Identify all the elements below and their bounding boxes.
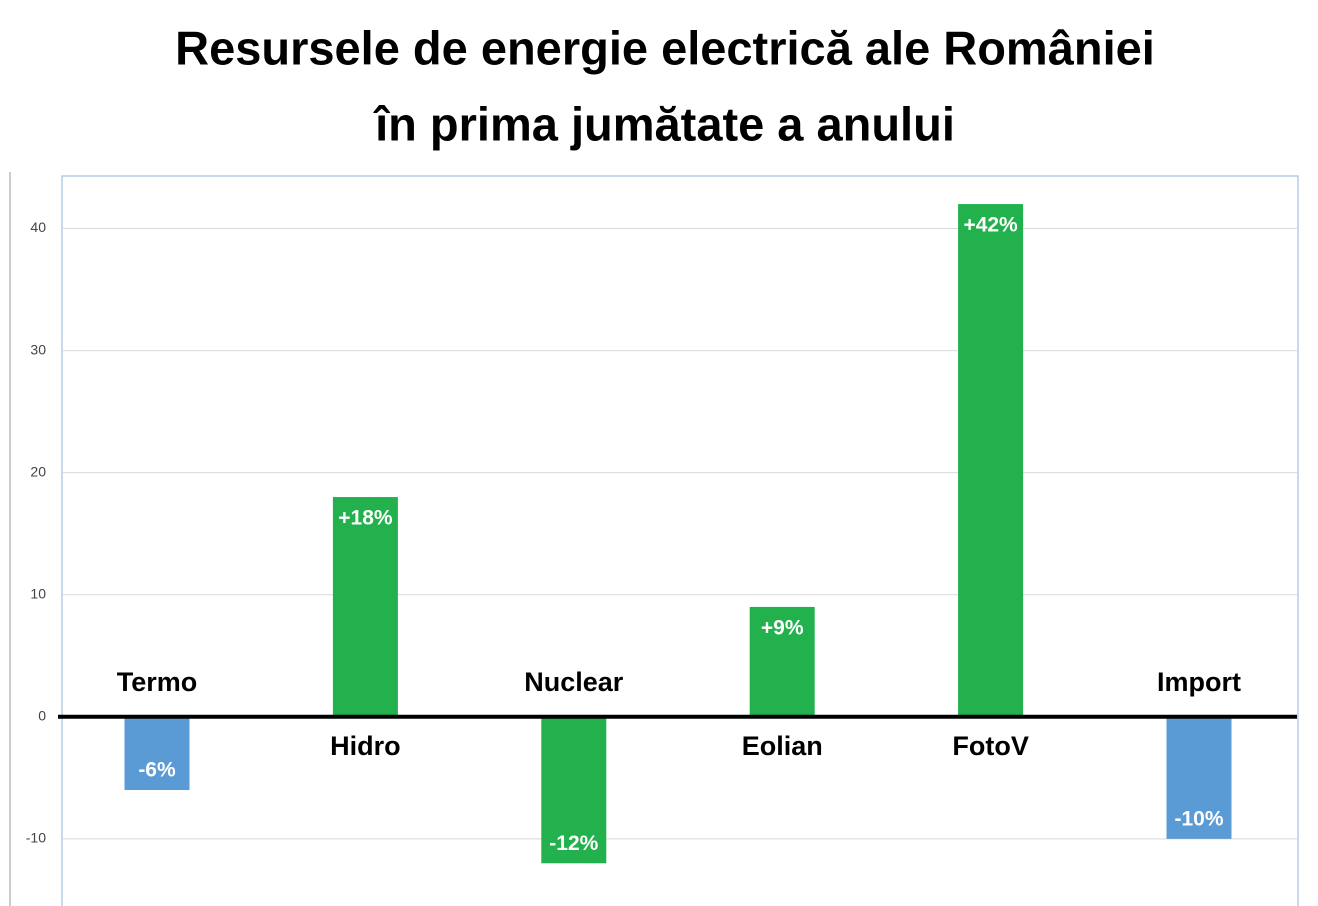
y-tick-label: 30 xyxy=(30,341,46,357)
bar xyxy=(749,606,815,717)
bar xyxy=(124,716,190,791)
value-label: +42% xyxy=(963,214,1018,237)
y-tick-label: 10 xyxy=(30,585,46,601)
value-label: -6% xyxy=(138,759,176,782)
y-tick-label: 20 xyxy=(30,463,46,479)
bar xyxy=(541,716,607,864)
y-tick-label: -10 xyxy=(26,830,46,846)
chart-title: Resursele de energie electrică ale Român… xyxy=(175,21,1155,74)
x-tick-label: Import xyxy=(1157,667,1241,697)
chart-title: în prima jumătate a anului xyxy=(373,97,955,150)
value-label: -12% xyxy=(549,832,598,855)
x-tick-label: Eolian xyxy=(742,731,823,761)
plot-area xyxy=(61,175,1299,906)
x-tick-label: Hidro xyxy=(330,731,401,761)
bar xyxy=(958,204,1024,717)
bar xyxy=(332,497,398,717)
y-tick-label: 40 xyxy=(30,219,46,235)
y-tick-label: 0 xyxy=(38,707,46,723)
x-tick-label: Nuclear xyxy=(524,667,624,697)
value-label: +18% xyxy=(338,507,393,530)
bar xyxy=(1166,716,1232,839)
value-label: +9% xyxy=(761,616,804,639)
x-tick-label: FotoV xyxy=(952,731,1028,761)
x-tick-label: Termo xyxy=(117,667,198,697)
value-label: -10% xyxy=(1174,807,1223,830)
